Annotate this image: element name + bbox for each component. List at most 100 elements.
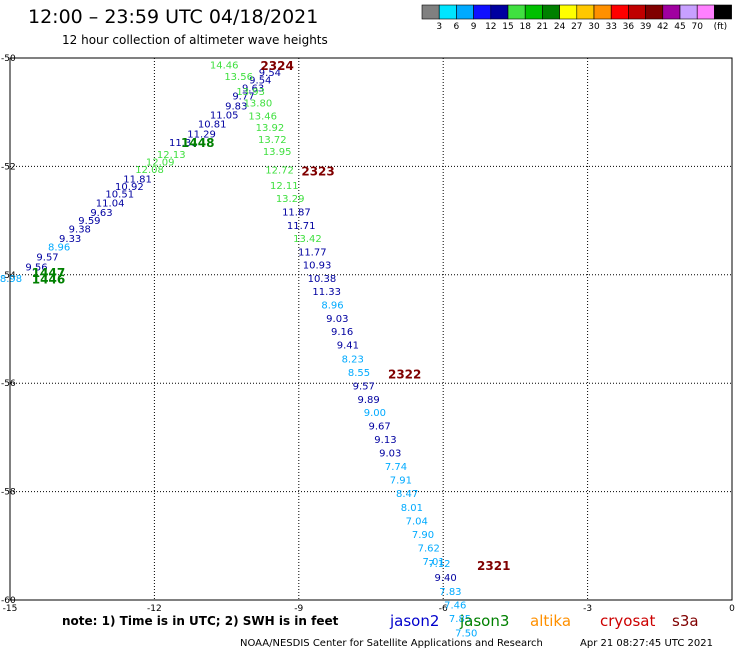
color-swatch	[714, 4, 732, 20]
wave-height-label: 10.38	[308, 274, 337, 285]
wave-height-label: 9.00	[364, 408, 386, 419]
y-tick-label: -60	[1, 596, 16, 606]
y-tick-label: -56	[1, 379, 16, 389]
x-tick-label: -3	[583, 604, 592, 614]
color-scale-label: 33	[605, 22, 616, 32]
x-axis-ticks: -15 -12 -9 -6 -3 0	[3, 604, 735, 614]
color-scale-label: 15	[502, 22, 513, 32]
color-scale-label: 30	[588, 22, 600, 32]
wave-height-label: 11.04	[96, 199, 125, 210]
color-swatch	[490, 4, 509, 20]
wave-height-label: 7.85	[449, 614, 471, 625]
chart-title: 12:00 – 23:59 UTC 04/18/2021	[28, 6, 319, 28]
wave-height-label: 13.93	[236, 87, 265, 98]
wave-height-label: 11.81	[123, 174, 152, 185]
color-swatch	[593, 4, 612, 20]
wave-height-label: 7.46	[444, 600, 466, 611]
satellite-legend-jason3: jason3	[459, 612, 509, 630]
color-swatch	[542, 4, 560, 20]
wave-height-label: 9.03	[326, 314, 348, 325]
y-tick-label: -50	[1, 54, 16, 64]
wave-height-label: 9.03	[379, 449, 401, 460]
wave-height-label: 13.29	[276, 194, 305, 205]
wave-height-label: 8.98	[0, 274, 22, 285]
wave-height-label: 9.13	[374, 435, 396, 446]
color-swatch	[576, 4, 595, 20]
track-number-label: 2323	[301, 165, 334, 179]
color-scale-legend: 3 6 9 12 15 18 21 24 27 30 33 36 39 42 45 70 (ft)	[421, 4, 732, 32]
wave-height-label: 10.81	[198, 120, 227, 131]
track-number-label: 2321	[477, 559, 510, 573]
x-tick-label: -12	[147, 604, 162, 614]
x-tick-label: -9	[294, 604, 303, 614]
wave-height-label: 9.57	[36, 252, 58, 263]
plot-grid	[10, 58, 732, 600]
timestamp-text: Apr 21 08:27:45 UTC 2021	[580, 638, 713, 649]
wave-height-label: 11.87	[282, 207, 311, 218]
y-axis-ticks: -50 -52 -54 -56 -58 -60	[1, 54, 16, 606]
color-scale-label: 18	[519, 22, 531, 32]
wave-height-label: 8.47	[396, 489, 418, 500]
wave-height-label: 9.54	[249, 76, 271, 87]
y-tick-label: -58	[1, 488, 16, 498]
color-swatch	[456, 4, 474, 20]
wave-height-label: 9.63	[90, 208, 112, 219]
color-scale-label: 9	[471, 22, 477, 32]
y-tick-label: -52	[1, 162, 16, 172]
track-number-label: 1446	[32, 273, 65, 287]
wave-height-label: 10.92	[115, 182, 144, 193]
x-tick-label: -15	[3, 604, 18, 614]
x-tick-label: -6	[439, 604, 448, 614]
wave-height-label: 13.80	[244, 98, 273, 109]
satellite-legend: jason2 jason3 altika cryosat s3a	[389, 612, 699, 630]
wave-height-label: 7.50	[455, 629, 477, 640]
color-scale-label: 21	[537, 22, 548, 32]
credit-text: NOAA/NESDIS Center for Satellite Applica…	[240, 638, 543, 649]
wave-height-label: 9.33	[59, 234, 81, 245]
color-scale-label: 27	[571, 22, 582, 32]
color-swatch	[524, 4, 543, 20]
wave-height-label: 7.04	[406, 516, 428, 527]
wave-height-label: 9.38	[69, 225, 91, 236]
wave-height-label: 13.95	[263, 147, 292, 158]
wave-height-label: 10.51	[105, 190, 134, 201]
color-scale-label: 70	[691, 22, 703, 32]
wave-height-label: 7.12	[428, 559, 450, 570]
wave-height-label: 11.29	[187, 129, 216, 140]
wave-height-label: 12.11	[270, 181, 299, 192]
color-swatch	[438, 4, 457, 20]
color-swatch	[662, 4, 681, 20]
wave-height-label: 13.46	[248, 111, 277, 122]
color-swatch	[696, 4, 715, 20]
color-swatch	[473, 4, 492, 20]
footnote: note: 1) Time is in UTC; 2) SWH is in fe…	[62, 614, 339, 628]
wave-height-label: 13.72	[258, 135, 287, 146]
wave-height-label: 8.96	[48, 243, 70, 254]
wave-height-label: 9.56	[25, 263, 47, 274]
wave-height-label: 9.63	[242, 83, 264, 94]
color-scale-label: 45	[674, 22, 685, 32]
track-number-label: 1447	[32, 266, 65, 280]
color-scale-unit: (ft)	[714, 22, 728, 32]
wave-height-label: 14.46	[210, 61, 239, 72]
wave-height-label: 9.59	[78, 216, 100, 227]
wave-height-label: 11.77	[298, 247, 327, 258]
track-number-label: 2322	[388, 367, 421, 381]
color-scale-label: 3	[436, 22, 442, 32]
wave-height-label: 12.72	[265, 166, 294, 177]
y-tick-label: -54	[1, 271, 16, 281]
wave-height-label: 9.89	[357, 395, 379, 406]
wave-height-label: 7.62	[418, 543, 440, 554]
wave-height-label: 7.74	[385, 462, 407, 473]
satellite-legend-cryosat: cryosat	[600, 612, 655, 630]
wave-height-label: 9.77	[232, 91, 254, 102]
color-scale-label: 24	[554, 22, 566, 32]
wave-height-label: 7.01	[422, 557, 444, 568]
wave-height-label: 13.42	[293, 234, 322, 245]
wave-height-label: 9.40	[434, 573, 456, 584]
wave-height-label: 9.41	[337, 341, 359, 352]
track-number-label: 2324	[260, 59, 293, 73]
color-scale-label: 42	[657, 22, 668, 32]
track-number-label: 1448	[181, 136, 214, 150]
